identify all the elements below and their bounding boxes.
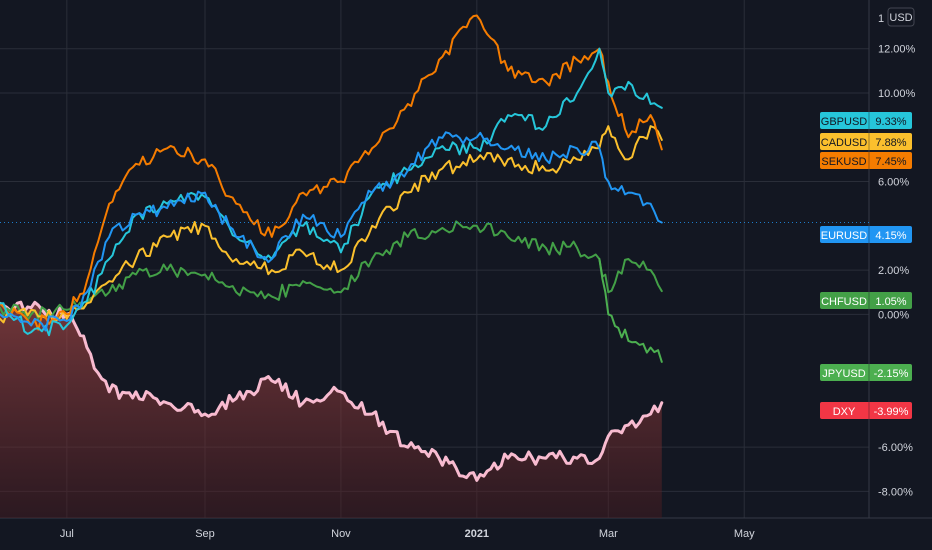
badge-background	[820, 133, 912, 150]
last-value-badge-chfusd: CHFUSD 1.05%	[820, 292, 912, 309]
series-line-sekusd	[0, 14, 663, 331]
y-axis-ticks: 12.00% 10.00% 6.00% 2.00% 0.00% -6.00% -8.00%	[878, 44, 916, 499]
dxy-area-layer	[0, 302, 662, 518]
y-tick-label: 2.00%	[878, 265, 909, 277]
y-tick-label: 0.00%	[878, 309, 909, 321]
badge-background	[820, 292, 912, 309]
series-layer	[0, 14, 869, 482]
x-tick-label: Mar	[599, 528, 618, 540]
badge-background	[820, 402, 912, 419]
badge-background	[820, 364, 912, 381]
last-value-badge-cadusd: CADUSD 7.88%	[820, 133, 912, 150]
last-value-badge-jpyusd: JPYUSD -2.15%	[820, 364, 912, 381]
currency-unit-label: USD	[889, 12, 912, 24]
badge-series-value: 9.33%	[875, 116, 906, 128]
last-value-badge-gbpusd: GBPUSD 9.33%	[820, 112, 912, 129]
y-tick-label: -8.00%	[878, 486, 913, 498]
series-line-cadusd	[0, 125, 663, 324]
badge-series-name: SEKUSD	[821, 156, 866, 168]
x-tick-label: Jul	[60, 528, 74, 540]
y-tick-label: 12.00%	[878, 44, 916, 56]
badge-background	[820, 112, 912, 129]
badge-series-name: JPYUSD	[822, 368, 865, 380]
badge-series-value: 7.45%	[875, 156, 906, 168]
badge-series-value: 7.88%	[875, 137, 906, 149]
y-tick-label: 6.00%	[878, 177, 909, 189]
x-tick-label: May	[734, 528, 755, 540]
x-axis-ticks: Jul Sep Nov 2021 Mar May	[60, 528, 755, 540]
badge-background	[820, 152, 912, 169]
badge-background	[820, 226, 912, 243]
badge-series-value: 4.15%	[875, 230, 906, 242]
y-tick-label: -6.00%	[878, 442, 913, 454]
x-tick-label: 2021	[465, 528, 489, 540]
badge-series-name: EURUSD	[821, 230, 868, 242]
badge-series-name: GBPUSD	[821, 116, 868, 128]
series-line-eurusd	[0, 131, 663, 332]
x-tick-label: Sep	[195, 528, 215, 540]
badge-series-value: 1.05%	[875, 296, 906, 308]
scale-marker-label: 1	[878, 13, 884, 25]
badge-series-value: -2.15%	[874, 368, 909, 380]
badge-series-name: DXY	[833, 406, 856, 418]
series-line-dxy	[0, 300, 664, 482]
last-value-badge-sekusd: SEKUSD 7.45%	[820, 152, 912, 169]
badge-series-value: -3.99%	[874, 406, 909, 418]
x-tick-label: Nov	[331, 528, 351, 540]
currency-unit-button[interactable]: USD	[887, 7, 915, 27]
series-line-jpyusd	[598, 258, 663, 363]
last-value-badge-dxy: DXY -3.99%	[820, 402, 912, 419]
badge-series-name: CHFUSD	[821, 296, 867, 308]
series-line-gbpusd	[0, 47, 663, 337]
badge-series-name: CADUSD	[821, 137, 868, 149]
last-value-labels: GBPUSD 9.33% CADUSD 7.88% SEKUSD 7.45% EURUSD 4…	[820, 112, 912, 419]
series-line-chfusd	[0, 220, 663, 321]
last-value-badge-eurusd: EURUSD 4.15%	[820, 226, 912, 243]
series-area-dxy	[0, 302, 662, 518]
y-tick-label: 10.00%	[878, 88, 916, 100]
